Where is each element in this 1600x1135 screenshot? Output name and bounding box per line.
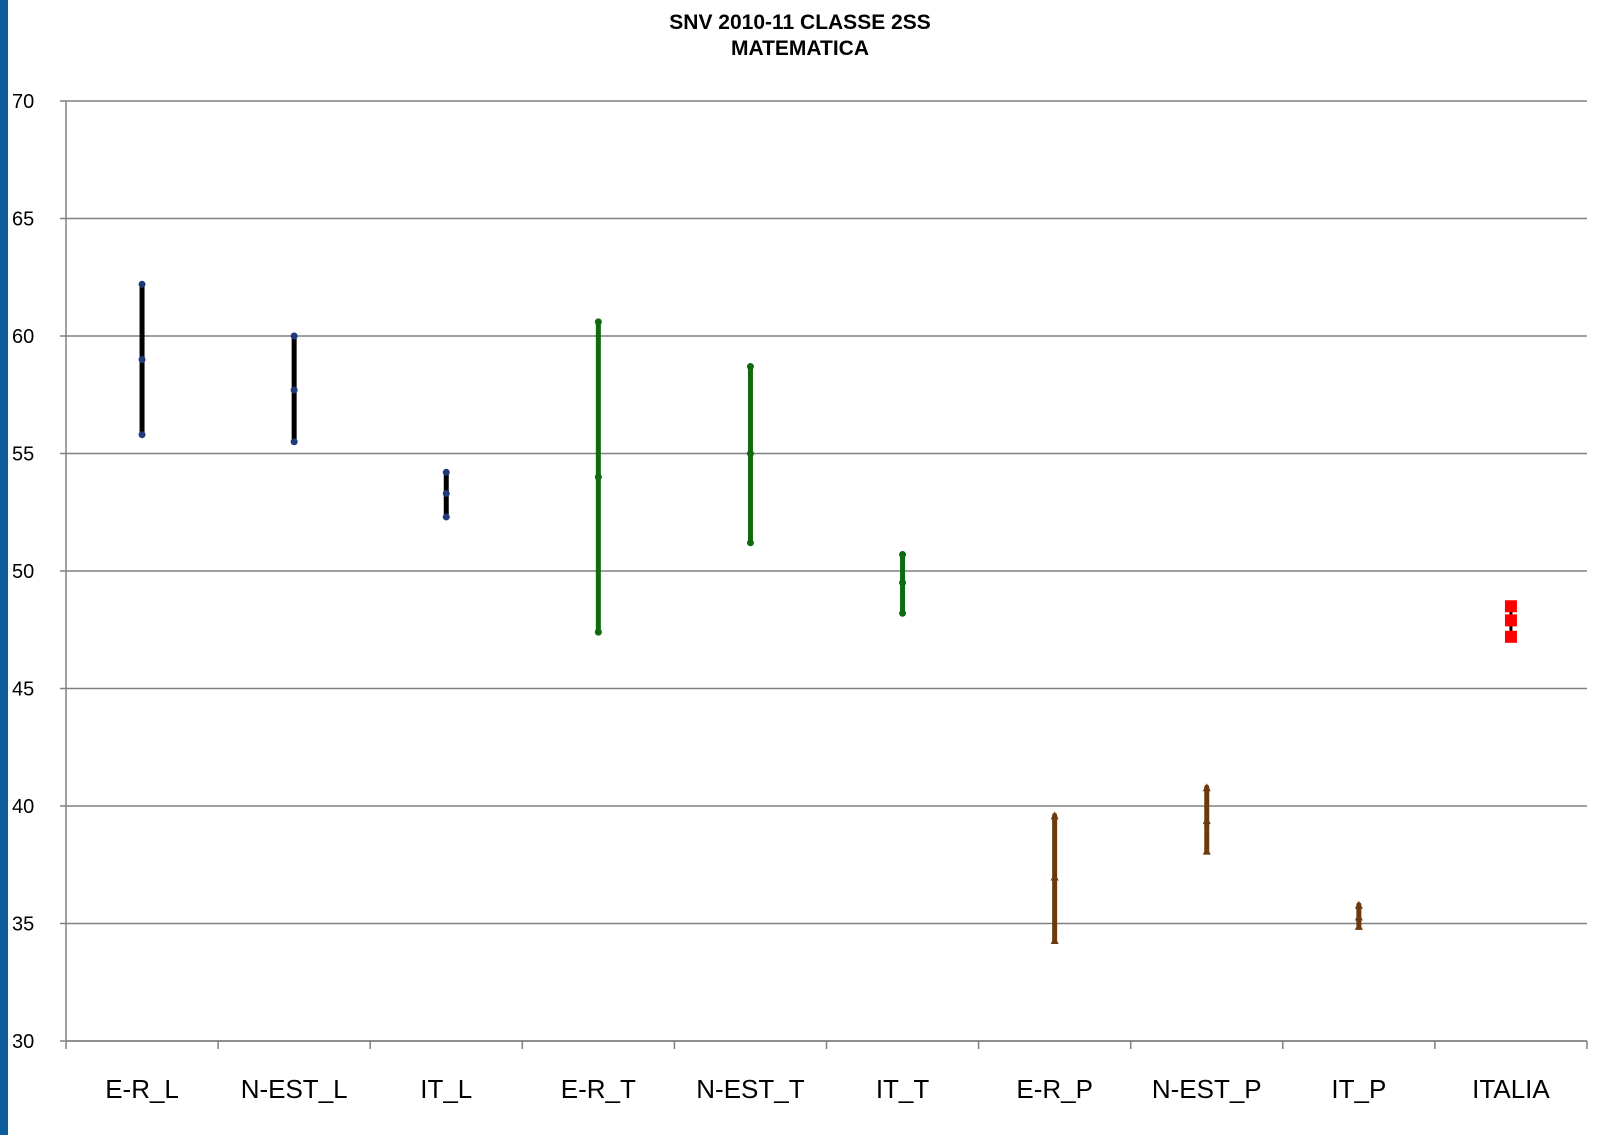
data-point xyxy=(899,609,907,617)
y-tick-label: 30 xyxy=(12,1031,34,1053)
y-tick-label: 40 xyxy=(12,796,34,818)
data-point xyxy=(594,473,602,481)
data-point xyxy=(1050,935,1059,944)
y-tick-label: 50 xyxy=(12,561,34,583)
data-point xyxy=(1504,614,1517,627)
x-tick-label: E-R_P xyxy=(1016,1074,1093,1104)
chart-title-block: SNV 2010-11 CLASSE 2SS MATEMATICA xyxy=(0,10,1600,62)
series xyxy=(138,280,450,521)
chart-title: SNV 2010-11 CLASSE 2SS xyxy=(669,11,931,34)
series xyxy=(594,318,907,636)
data-point xyxy=(899,551,907,559)
series xyxy=(1050,783,1363,944)
chart-subtitle: MATEMATICA xyxy=(730,37,870,60)
data-point xyxy=(442,468,450,476)
data-point xyxy=(1354,900,1363,909)
data-point xyxy=(746,363,754,371)
data-point xyxy=(746,450,754,457)
data-point xyxy=(1050,872,1059,881)
y-tick-label: 60 xyxy=(12,326,34,348)
data-point xyxy=(1504,600,1517,613)
data-point xyxy=(1354,921,1363,930)
data-point xyxy=(899,579,907,587)
data-point xyxy=(594,318,602,326)
data-point xyxy=(746,539,754,547)
data-point xyxy=(290,386,298,394)
x-tick-label: N-EST_L xyxy=(241,1074,348,1104)
series xyxy=(1504,600,1517,643)
x-tick-label: IT_L xyxy=(420,1074,472,1104)
x-tick-label: E-R_L xyxy=(105,1074,179,1104)
y-tick-label: 35 xyxy=(12,914,34,936)
data-point xyxy=(1354,912,1363,921)
data-point xyxy=(594,628,602,636)
data-point xyxy=(1202,846,1211,855)
data-point xyxy=(1504,630,1517,643)
x-tick-label: E-R_T xyxy=(561,1074,636,1104)
y-tick-label: 55 xyxy=(12,444,34,466)
y-tick-label: 65 xyxy=(12,209,34,231)
data-point xyxy=(1050,811,1059,820)
x-tick-label: N-EST_T xyxy=(696,1074,804,1104)
data-point xyxy=(1202,783,1211,792)
left-accent-bar xyxy=(0,0,8,1135)
data-point xyxy=(442,489,450,497)
x-tick-label: IT_T xyxy=(876,1074,930,1104)
data-point xyxy=(290,332,298,340)
data-point xyxy=(290,438,298,446)
x-tick-label: IT_P xyxy=(1331,1074,1386,1104)
x-tick-label: ITALIA xyxy=(1472,1074,1550,1104)
x-tick-label: N-EST_P xyxy=(1152,1074,1262,1104)
y-tick-label: 70 xyxy=(12,91,34,113)
data-point xyxy=(138,280,146,288)
data-point xyxy=(442,513,450,521)
data-point xyxy=(138,356,146,363)
y-tick-label: 45 xyxy=(12,679,34,701)
data-point xyxy=(138,431,146,439)
data-point xyxy=(1202,816,1211,825)
